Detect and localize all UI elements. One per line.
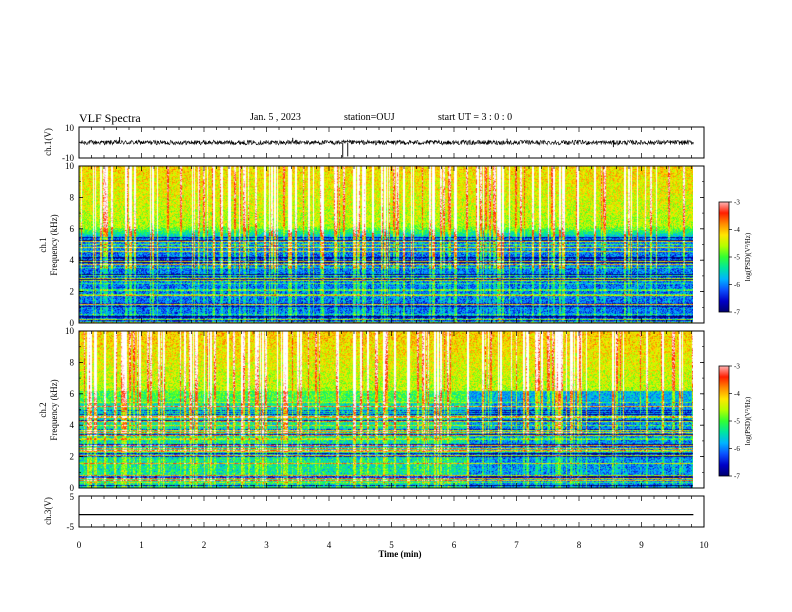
ch1-ylabel-line2: Frequency (kHz) bbox=[49, 214, 59, 275]
time-axis-ticks bbox=[78, 127, 705, 527]
time-tick-label: 6 bbox=[452, 540, 457, 550]
colorbar-tick-label: -7 bbox=[734, 309, 740, 317]
colorbar-tick-label: -6 bbox=[734, 281, 740, 289]
freq-tick-label: 4 bbox=[70, 420, 75, 430]
ch2-spectrogram-image bbox=[79, 331, 693, 488]
freq-tick-label: 2 bbox=[70, 287, 75, 297]
ch1-spectrogram-panel: 0 2 4 6 8 10 ch.1 Frequency (kHz) -3 -4 -5 -6 -7 … bbox=[38, 161, 752, 328]
freq-tick-label: 10 bbox=[65, 326, 75, 336]
ch2-ylabel-line2: Frequency (kHz) bbox=[49, 379, 59, 440]
ch1-ylabel-line1: ch.1 bbox=[38, 237, 48, 252]
colorbar-tick-label: -3 bbox=[734, 199, 740, 207]
ch3-ylabel: ch.3(V) bbox=[43, 497, 53, 525]
colorbar-tick-label: -5 bbox=[734, 254, 740, 262]
ch1-colorbar-label: log(PSD)(V²/Hz) bbox=[744, 232, 752, 281]
time-tick-label: 1 bbox=[139, 540, 144, 550]
chart-title: VLF Spectra bbox=[79, 111, 141, 125]
ch2-colorbar: -3 -4 -5 -6 -7 log(PSD)(V²/Hz) bbox=[718, 363, 752, 481]
colorbar-tick-label: -4 bbox=[734, 390, 740, 398]
ch1-trace bbox=[78, 139, 694, 146]
time-tick-label: 10 bbox=[700, 540, 710, 550]
ch1-spectrogram-image bbox=[79, 166, 693, 323]
ch1-ylabel: ch.1(V) bbox=[43, 128, 53, 156]
ch1-colorbar: -3 -4 -5 -6 -7 log(PSD)(V²/Hz) bbox=[718, 199, 752, 317]
time-tick-label: 2 bbox=[202, 540, 207, 550]
freq-tick-label: 0 bbox=[70, 318, 75, 328]
time-tick-label: 0 bbox=[77, 540, 82, 550]
ch2-spectrogram-panel: 0 2 4 6 8 10 ch.2 Frequency (kHz) -3 -4 -5 -6 -7 … bbox=[38, 326, 752, 493]
colorbar-tick-label: -7 bbox=[734, 473, 740, 481]
time-axis-labels: 0 1 2 3 4 5 6 7 8 9 10 bbox=[77, 540, 709, 550]
time-axis-label: Time (min) bbox=[378, 549, 421, 559]
ch1-ytick-top: 10 bbox=[65, 123, 75, 133]
station-label: station=OUJ bbox=[344, 112, 395, 123]
colorbar-tick-label: -6 bbox=[734, 445, 740, 453]
colorbar-tick-label: -5 bbox=[734, 418, 740, 426]
colorbar-tick-label: -4 bbox=[734, 226, 740, 234]
freq-tick-label: 8 bbox=[70, 192, 75, 202]
time-tick-label: 4 bbox=[327, 540, 332, 550]
freq-tick-label: 0 bbox=[70, 483, 75, 493]
time-tick-label: 7 bbox=[514, 540, 519, 550]
ch3-ytick-bottom: -5 bbox=[67, 522, 75, 532]
freq-tick-label: 8 bbox=[70, 357, 75, 367]
ch3-ytick-top: 5 bbox=[70, 492, 75, 502]
time-tick-label: 8 bbox=[577, 540, 582, 550]
time-tick-label: 9 bbox=[639, 540, 644, 550]
freq-tick-label: 6 bbox=[70, 389, 75, 399]
ch2-colorbar-label: log(PSD)(V²/Hz) bbox=[744, 396, 752, 445]
ch3-waveform-panel: 5 -5 ch.3(V) bbox=[43, 492, 705, 532]
start-time-label: start UT = 3 : 0 : 0 bbox=[438, 112, 513, 123]
ch2-ylabel-line1: ch.2 bbox=[38, 402, 48, 417]
date-label: Jan. 5 , 2023 bbox=[250, 112, 301, 123]
time-tick-label: 5 bbox=[389, 540, 394, 550]
ch1-waveform-panel: 10 -10 ch.1(V) bbox=[43, 123, 705, 163]
time-tick-label: 3 bbox=[264, 540, 269, 550]
freq-tick-label: 4 bbox=[70, 255, 75, 265]
freq-tick-label: 2 bbox=[70, 452, 75, 462]
ch1-ytick-bottom: -10 bbox=[62, 153, 74, 163]
freq-tick-label: 10 bbox=[65, 161, 75, 171]
colorbar-tick-label: -3 bbox=[734, 363, 740, 371]
freq-tick-label: 6 bbox=[70, 224, 75, 234]
